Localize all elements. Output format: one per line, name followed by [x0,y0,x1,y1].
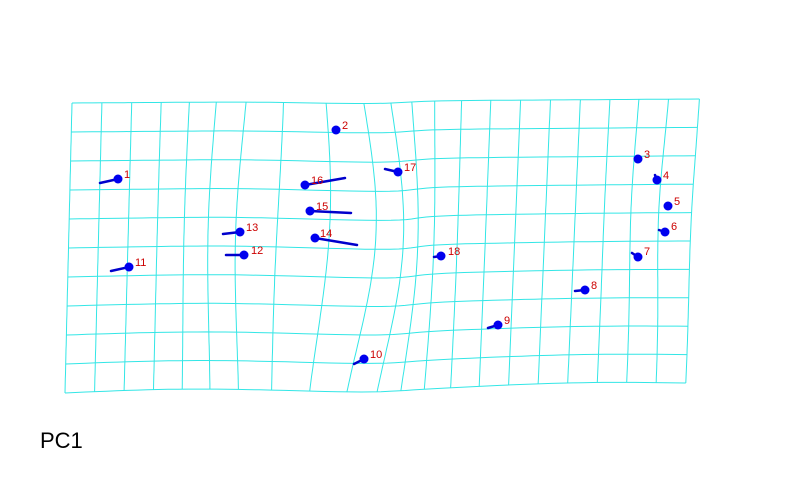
grid-line-horizontal [69,183,694,192]
component-caption: PC1 [40,428,83,453]
landmark-label-1: 1 [124,169,130,181]
grid-line-horizontal [66,325,688,336]
landmark-vector-15 [308,209,353,215]
grid-line-horizontal [71,98,700,104]
landmark-label-7: 7 [644,246,650,258]
landmark-label-9: 9 [504,315,510,327]
grid-line-vertical [309,103,332,392]
grid-line-horizontal [67,297,689,307]
grid-line-horizontal [64,381,686,394]
landmark-label-8: 8 [591,280,597,292]
landmark-point-3 [633,154,643,164]
landmark-label-18: 18 [448,246,460,258]
landmark-point-12 [239,250,249,260]
landmark-label-16: 16 [311,175,323,187]
landmark-point-15 [305,206,315,216]
landmark-point-13 [235,227,245,237]
landmark-point-9 [493,320,503,330]
landmark-label-11: 11 [135,257,146,269]
deformation-grid [64,98,700,394]
landmark-label-10: 10 [370,349,382,361]
landmark-vector-14 [313,236,359,247]
grid-line-vertical [153,102,162,390]
landmark-point-8 [580,285,590,295]
landmark-point-10 [359,354,369,364]
landmark-label-3: 3 [644,149,650,161]
grid-line-horizontal [65,353,688,365]
landmark-label-6: 6 [671,221,677,233]
grid-line-horizontal [69,212,692,221]
landmark-points [113,125,673,364]
landmark-label-5: 5 [674,196,680,208]
landmark-point-18 [436,251,446,261]
landmark-label-14: 14 [320,228,332,240]
grid-line-horizontal [70,155,696,163]
grid-line-horizontal [71,126,698,134]
grid-line-vertical [271,102,284,391]
landmark-vector-16 [303,176,347,187]
landmark-label-17: 17 [404,162,416,174]
landmark-vectors [98,128,670,366]
landmark-label-4: 4 [663,170,669,182]
landmark-point-14 [310,233,320,243]
grid-line-horizontal [67,268,690,279]
landmark-label-12: 12 [251,245,263,257]
landmark-point-11 [124,262,134,272]
landmark-point-17 [393,167,403,177]
landmark-point-5 [663,201,673,211]
landmark-point-6 [660,227,670,237]
landmark-point-7 [633,252,643,262]
landmark-label-15: 15 [316,201,328,213]
landmark-point-1 [113,174,123,184]
grid-line-horizontal [68,240,691,250]
landmark-label-13: 13 [246,222,258,234]
landmark-point-2 [331,125,341,135]
landmark-point-4 [652,175,662,185]
landmark-label-2: 2 [342,120,348,132]
landmark-point-16 [300,180,310,190]
